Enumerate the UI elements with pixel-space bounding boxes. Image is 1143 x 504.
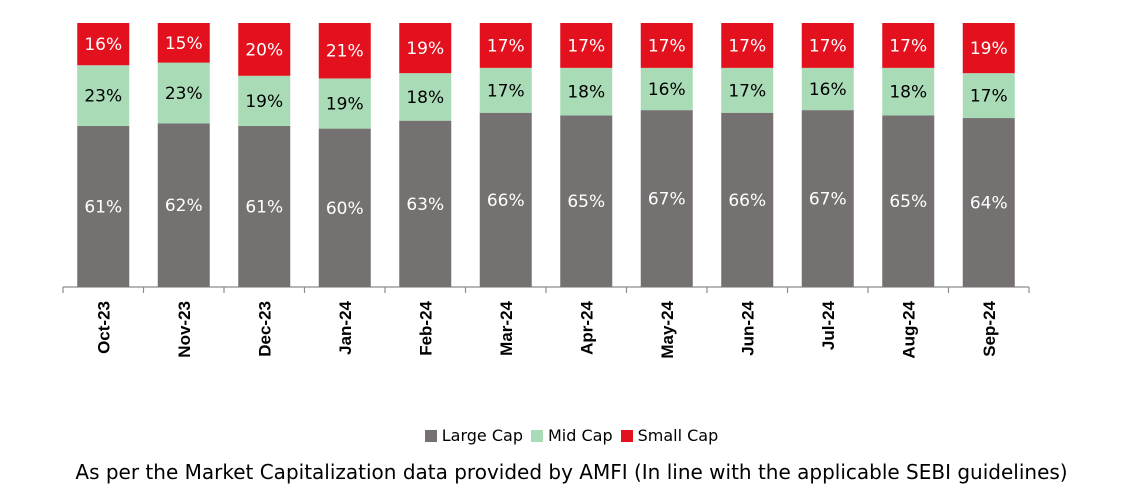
- data-label-small-cap: 17%: [889, 36, 927, 56]
- data-label-small-cap: 19%: [970, 39, 1008, 59]
- legend-label: Small Cap: [637, 426, 719, 445]
- x-tick-label: Nov-23: [175, 301, 194, 358]
- legend-label: Mid Cap: [547, 426, 613, 445]
- x-tick-label: Sep-24: [980, 300, 999, 356]
- data-label-small-cap: 15%: [165, 34, 203, 54]
- legend-item-small-cap: Small Cap: [620, 426, 719, 445]
- x-tick-label: Apr-24: [577, 300, 596, 354]
- bar-small-cap-apr-24: [560, 23, 613, 68]
- data-label-large-cap: 65%: [889, 192, 927, 212]
- bar-mid-cap-oct-23: [77, 65, 130, 126]
- x-tick-label: Dec-23: [255, 301, 274, 357]
- legend-swatch: [530, 429, 543, 442]
- legend-item-large-cap: Large Cap: [424, 426, 523, 445]
- legend-item-mid-cap: Mid Cap: [530, 426, 613, 445]
- bar-large-cap-jul-24: [801, 110, 854, 288]
- bar-mid-cap-sep-24: [962, 73, 1015, 119]
- x-tick-label: Jun-24: [738, 300, 757, 355]
- legend-swatch: [620, 429, 633, 442]
- data-label-mid-cap: 17%: [728, 81, 766, 101]
- bar-large-cap-nov-23: [157, 123, 210, 287]
- data-label-mid-cap: 18%: [889, 83, 927, 103]
- chart-legend: Large Cap Mid Cap Small Cap: [0, 426, 1143, 446]
- bar-small-cap-oct-23: [77, 23, 130, 66]
- data-label-large-cap: 66%: [728, 191, 766, 211]
- data-label-mid-cap: 17%: [487, 81, 525, 101]
- bar-small-cap-jan-24: [318, 23, 371, 79]
- data-label-small-cap: 19%: [406, 39, 444, 59]
- data-label-large-cap: 61%: [245, 197, 283, 217]
- data-label-mid-cap: 19%: [245, 92, 283, 112]
- bar-mid-cap-feb-24: [399, 73, 452, 121]
- bar-large-cap-apr-24: [560, 115, 613, 288]
- data-label-large-cap: 63%: [406, 195, 444, 215]
- bar-small-cap-jun-24: [721, 23, 774, 68]
- data-label-mid-cap: 18%: [567, 83, 605, 103]
- data-label-mid-cap: 23%: [84, 87, 122, 107]
- data-label-mid-cap: 19%: [326, 95, 364, 115]
- data-label-small-cap: 21%: [326, 42, 364, 62]
- bar-small-cap-may-24: [640, 23, 693, 68]
- x-tick-label: Oct-23: [94, 301, 113, 354]
- bar-large-cap-dec-23: [238, 125, 291, 288]
- bar-large-cap-aug-24: [882, 115, 935, 288]
- data-label-large-cap: 67%: [809, 190, 847, 210]
- data-label-mid-cap: 17%: [970, 87, 1008, 107]
- data-label-small-cap: 16%: [84, 35, 122, 55]
- data-label-mid-cap: 18%: [406, 88, 444, 108]
- bar-small-cap-mar-24: [479, 23, 532, 68]
- bar-small-cap-feb-24: [399, 23, 452, 74]
- data-label-small-cap: 17%: [567, 36, 605, 56]
- bar-small-cap-dec-23: [238, 23, 291, 76]
- data-label-large-cap: 64%: [970, 194, 1008, 214]
- x-tick-label: May-24: [658, 300, 677, 358]
- bar-mid-cap-mar-24: [479, 67, 532, 113]
- footnote: As per the Market Capitalization data pr…: [75, 460, 1068, 484]
- x-tick-label: Feb-24: [416, 300, 435, 355]
- bar-large-cap-jan-24: [318, 128, 371, 287]
- data-label-mid-cap: 16%: [809, 80, 847, 100]
- legend-swatch: [424, 429, 437, 442]
- bar-mid-cap-jul-24: [801, 67, 854, 111]
- bar-mid-cap-dec-23: [238, 75, 291, 126]
- data-label-large-cap: 67%: [648, 190, 686, 210]
- bar-mid-cap-nov-23: [157, 62, 210, 124]
- bar-mid-cap-may-24: [640, 67, 693, 111]
- data-label-small-cap: 17%: [487, 36, 525, 56]
- data-label-mid-cap: 16%: [648, 80, 686, 100]
- stacked-bar-chart: 61% 23% 16% Oct-23 62% 23% 15% Nov-23 61% 19% 20% D…: [62, 23, 1030, 359]
- bar-large-cap-feb-24: [399, 120, 452, 288]
- data-label-mid-cap: 23%: [165, 84, 203, 104]
- bar-small-cap-nov-23: [157, 23, 210, 63]
- data-label-large-cap: 65%: [567, 192, 605, 212]
- bar-large-cap-jun-24: [721, 112, 774, 287]
- x-tick-label: Jul-24: [819, 300, 838, 350]
- bar-small-cap-sep-24: [962, 23, 1015, 74]
- data-label-large-cap: 60%: [326, 199, 364, 219]
- bar-mid-cap-aug-24: [882, 67, 935, 116]
- x-tick-label: Mar-24: [497, 300, 516, 355]
- x-tick-label: Aug-24: [899, 300, 918, 358]
- bar-large-cap-sep-24: [962, 118, 1015, 287]
- bar-mid-cap-apr-24: [560, 67, 613, 116]
- bar-large-cap-may-24: [640, 110, 693, 288]
- bar-mid-cap-jun-24: [721, 67, 774, 113]
- data-label-small-cap: 17%: [648, 36, 686, 56]
- data-label-small-cap: 17%: [728, 36, 766, 56]
- bar-large-cap-oct-23: [77, 125, 130, 288]
- bar-mid-cap-jan-24: [318, 78, 371, 129]
- data-label-large-cap: 62%: [165, 196, 203, 216]
- x-tick-label: Jan-24: [336, 300, 355, 354]
- legend-label: Large Cap: [441, 426, 523, 445]
- data-label-small-cap: 17%: [809, 36, 847, 56]
- data-label-large-cap: 61%: [84, 197, 122, 217]
- bar-small-cap-aug-24: [882, 23, 935, 68]
- bar-small-cap-jul-24: [801, 23, 854, 68]
- bar-large-cap-mar-24: [479, 112, 532, 287]
- data-label-large-cap: 66%: [487, 191, 525, 211]
- data-label-small-cap: 20%: [245, 40, 283, 60]
